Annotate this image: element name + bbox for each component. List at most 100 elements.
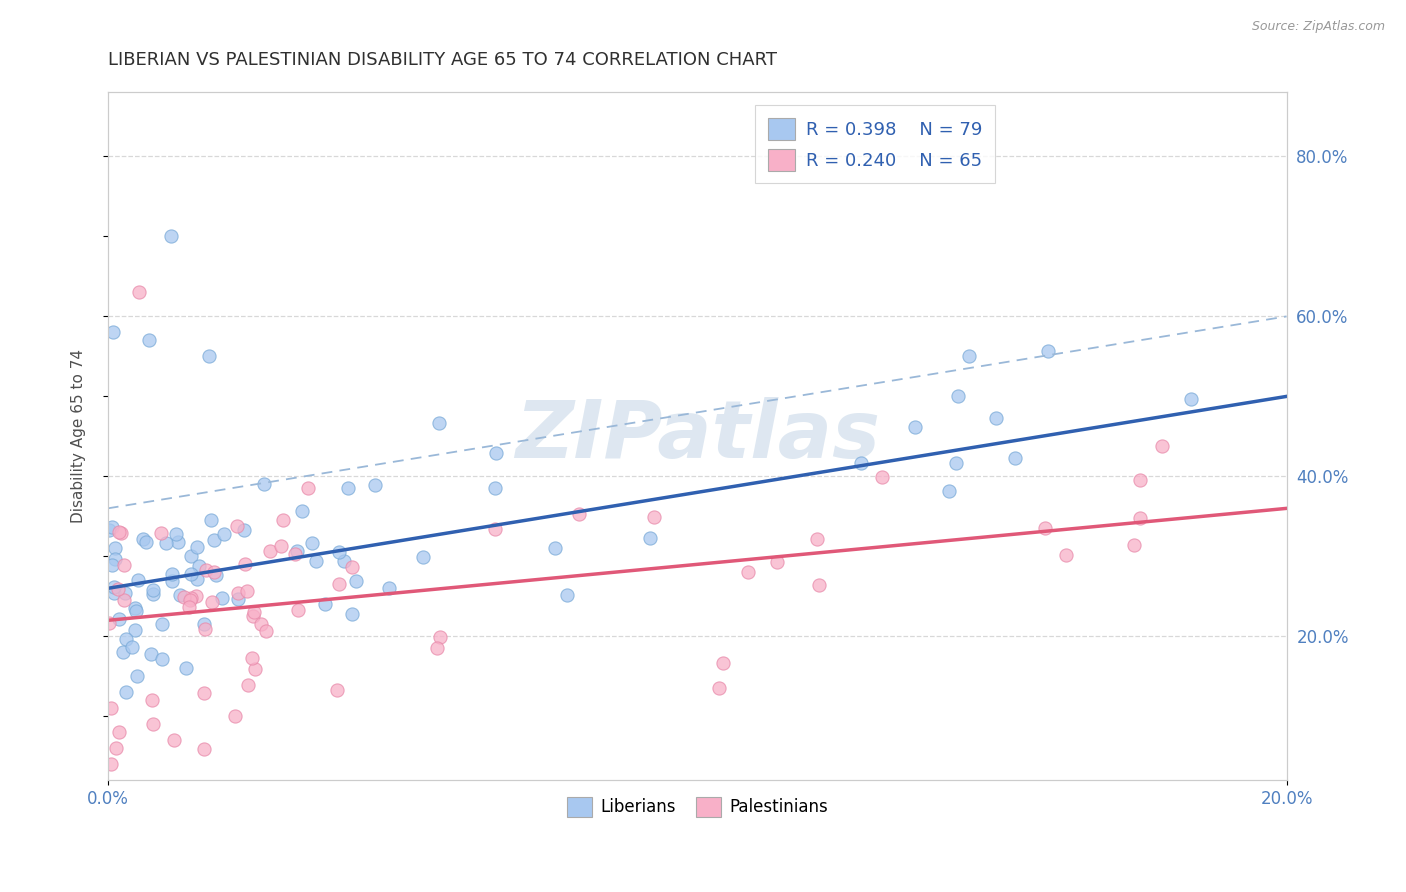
Point [132, 532, 155, 546]
Point [160, 229, 183, 244]
Point [226, 586, 249, 600]
Point [948, 389, 970, 403]
Point [346, 574, 368, 589]
Point [124, 624, 146, 638]
Point [211, 591, 233, 605]
Point [568, 507, 591, 521]
Point [337, 482, 360, 496]
Point [253, 477, 276, 491]
Point [104, 552, 127, 566]
Text: ZIPatlas: ZIPatlas [515, 397, 880, 475]
Point [198, 350, 221, 364]
Point [314, 597, 336, 611]
Point [180, 549, 202, 563]
Point [150, 652, 173, 666]
Point [205, 567, 228, 582]
Point [707, 681, 730, 695]
Point [174, 661, 197, 675]
Point [115, 632, 138, 647]
Point [287, 602, 309, 616]
Point [555, 588, 578, 602]
Point [186, 540, 208, 554]
Point [142, 583, 165, 598]
Point [236, 583, 259, 598]
Point [484, 522, 506, 536]
Legend: Liberians, Palestinians: Liberians, Palestinians [560, 790, 834, 823]
Point [155, 535, 177, 549]
Point [957, 349, 980, 363]
Point [103, 580, 125, 594]
Point [849, 456, 872, 470]
Point [243, 605, 266, 619]
Point [254, 624, 277, 638]
Point [945, 456, 967, 470]
Point [186, 573, 208, 587]
Point [342, 607, 364, 622]
Point [142, 587, 165, 601]
Point [806, 533, 828, 547]
Point [297, 481, 319, 495]
Point [808, 578, 831, 592]
Point [150, 616, 173, 631]
Point [111, 645, 134, 659]
Point [107, 582, 129, 597]
Point [108, 612, 131, 626]
Point [201, 595, 224, 609]
Point [1054, 548, 1077, 562]
Point [163, 733, 186, 747]
Point [177, 599, 200, 614]
Text: Source: ZipAtlas.com: Source: ZipAtlas.com [1251, 20, 1385, 33]
Point [250, 616, 273, 631]
Point [193, 686, 215, 700]
Point [737, 565, 759, 579]
Point [1129, 511, 1152, 525]
Point [193, 742, 215, 756]
Point [270, 539, 292, 553]
Point [904, 420, 927, 434]
Point [114, 586, 136, 600]
Point [233, 524, 256, 538]
Point [236, 677, 259, 691]
Point [271, 513, 294, 527]
Point [101, 558, 124, 573]
Text: LIBERIAN VS PALESTINIAN DISABILITY AGE 65 TO 74 CORRELATION CHART: LIBERIAN VS PALESTINIAN DISABILITY AGE 6… [108, 51, 776, 69]
Point [1129, 473, 1152, 487]
Point [160, 574, 183, 588]
Point [226, 592, 249, 607]
Point [204, 565, 226, 579]
Point [412, 549, 434, 564]
Point [166, 534, 188, 549]
Point [245, 662, 267, 676]
Point [179, 592, 201, 607]
Point [240, 651, 263, 665]
Point [165, 527, 187, 541]
Point [1152, 440, 1174, 454]
Point [640, 531, 662, 545]
Point [105, 741, 128, 756]
Point [194, 622, 217, 636]
Point [101, 519, 124, 533]
Point [121, 640, 143, 655]
Point [150, 525, 173, 540]
Point [984, 411, 1007, 425]
Point [173, 590, 195, 604]
Point [169, 588, 191, 602]
Point [103, 326, 125, 340]
Point [202, 533, 225, 548]
Point [141, 648, 163, 662]
Point [1180, 392, 1202, 406]
Point [100, 701, 122, 715]
Point [425, 641, 447, 656]
Point [160, 566, 183, 581]
Point [342, 559, 364, 574]
Point [1123, 538, 1146, 552]
Point [100, 757, 122, 772]
Point [544, 541, 567, 555]
Point [200, 513, 222, 527]
Point [224, 709, 246, 723]
Point [711, 656, 734, 670]
Point [378, 581, 401, 595]
Point [242, 609, 264, 624]
Point [332, 554, 354, 568]
Point [427, 416, 450, 430]
